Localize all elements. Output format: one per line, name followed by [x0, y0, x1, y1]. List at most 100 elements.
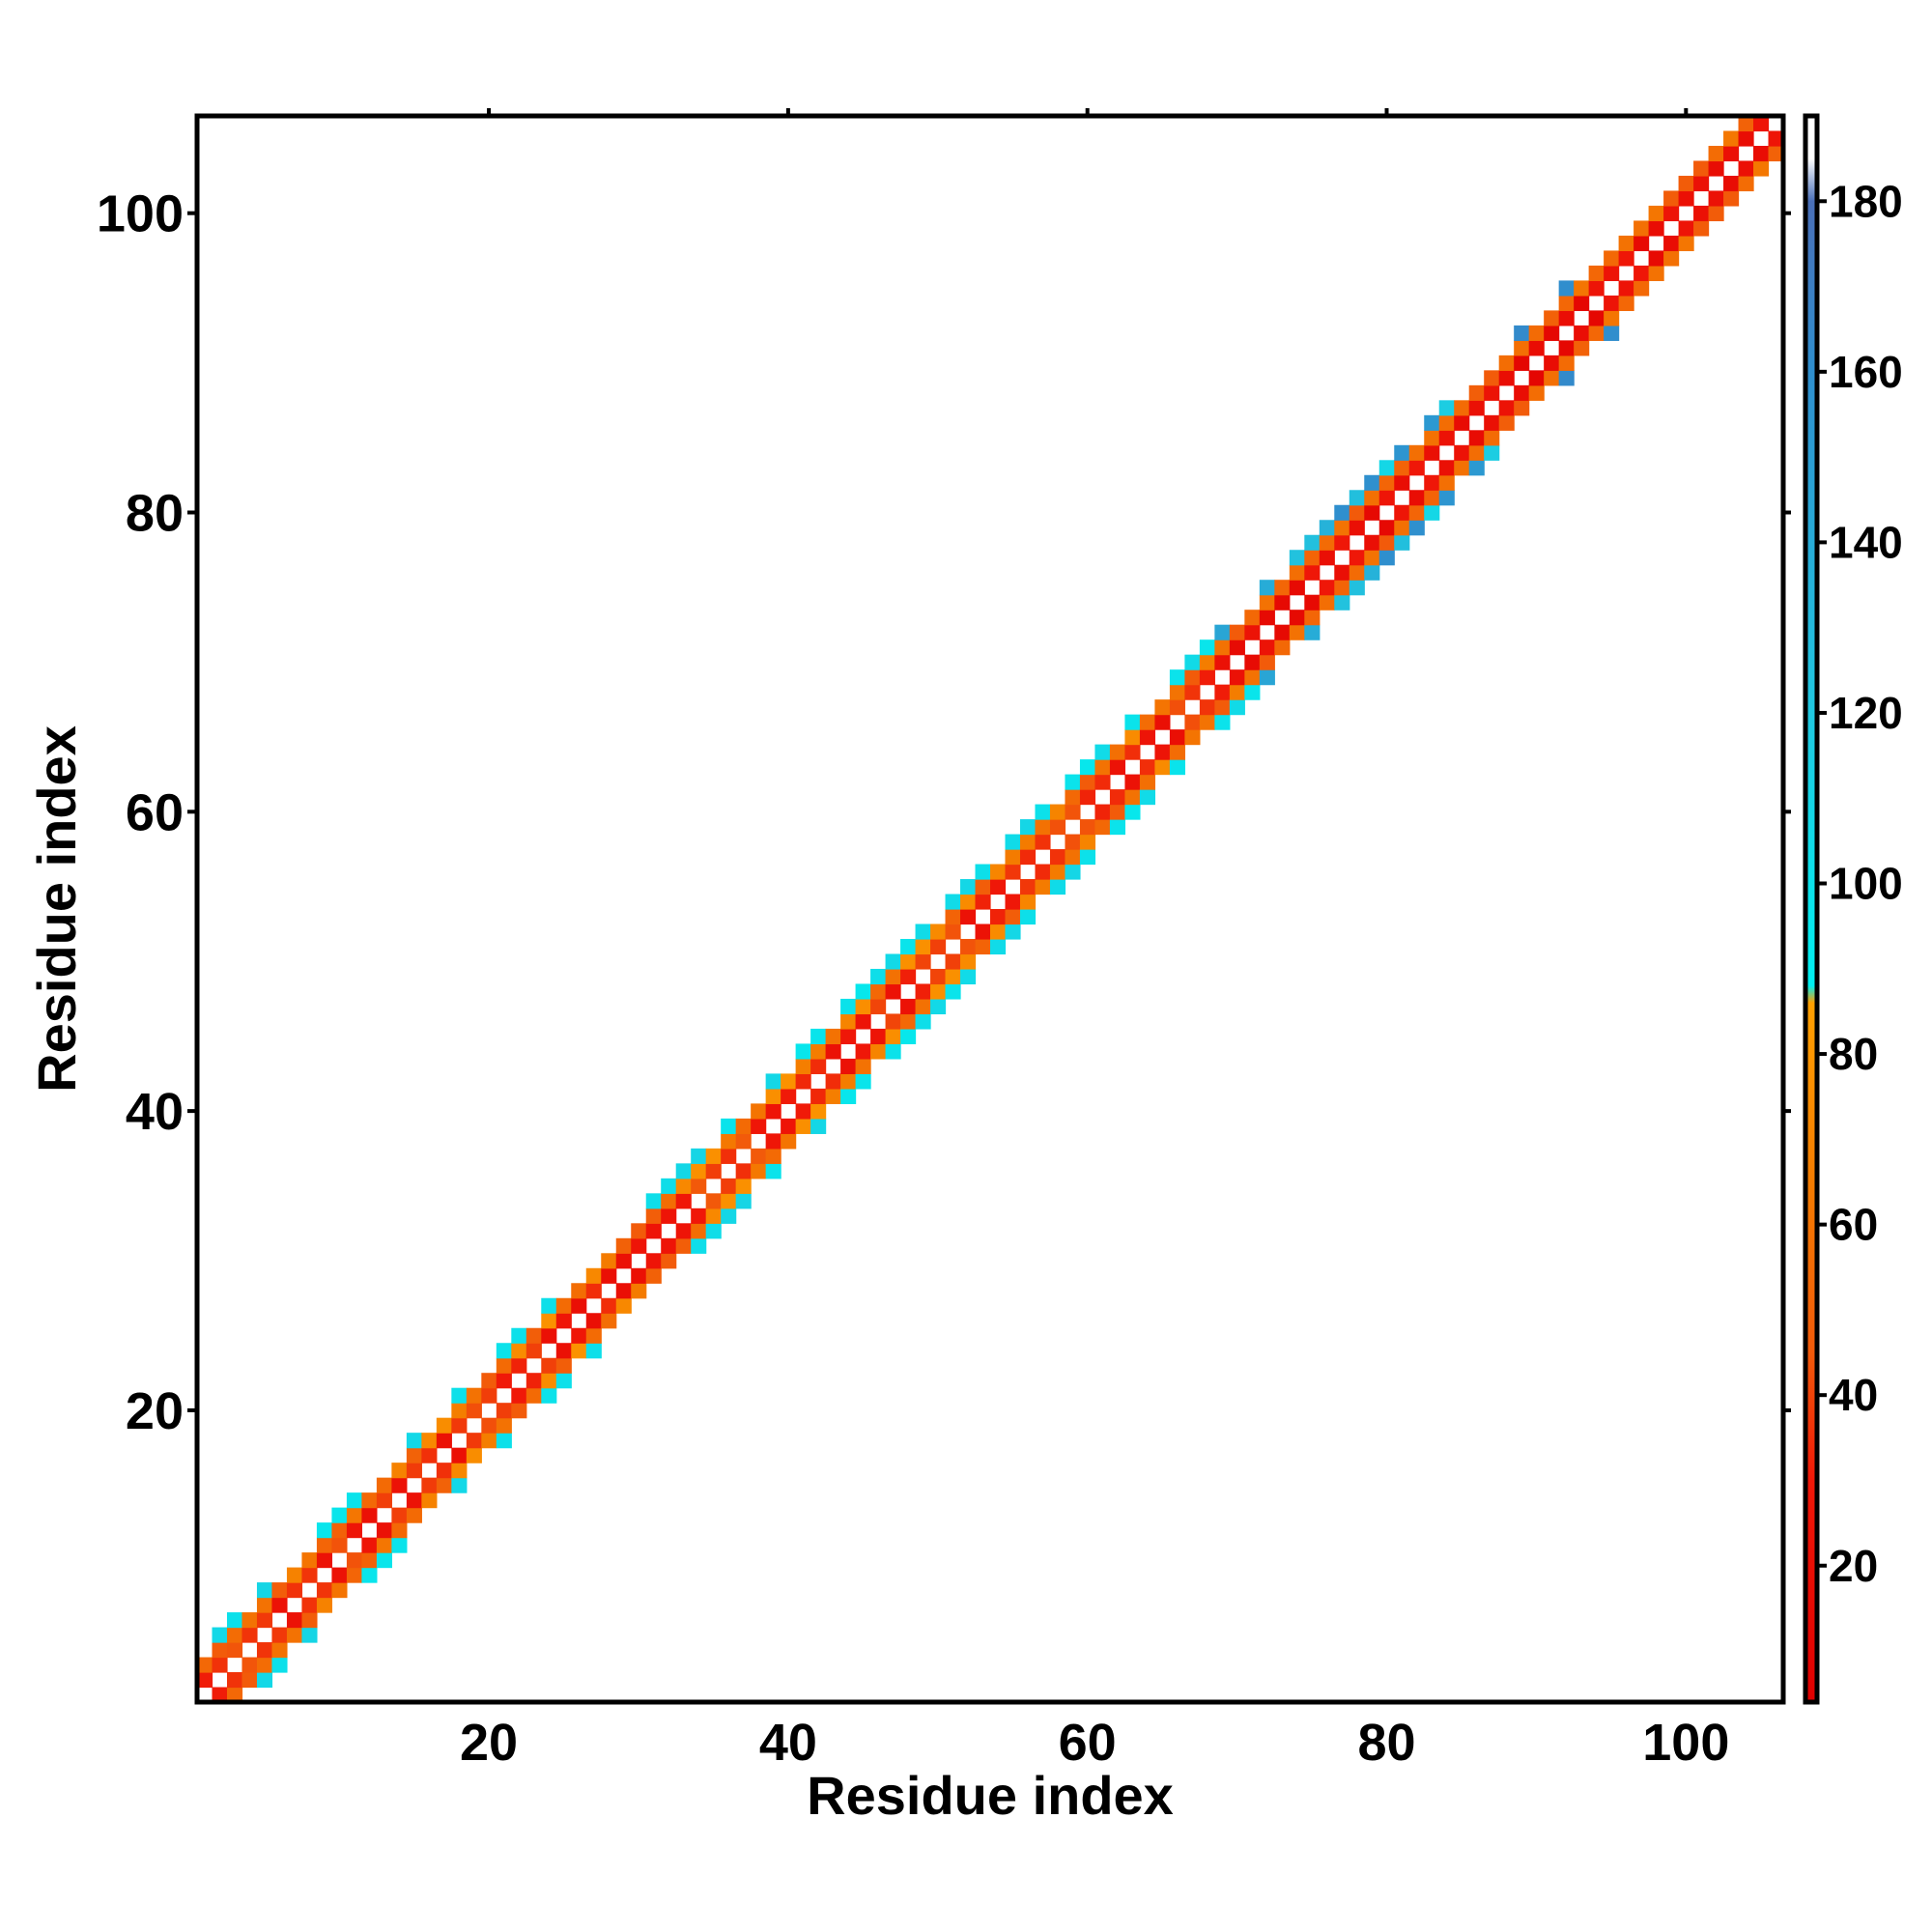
heatmap-cell [1364, 550, 1380, 566]
heatmap-cell [810, 1103, 827, 1120]
heatmap-cell [1109, 744, 1126, 760]
heatmap-cell [1079, 774, 1096, 790]
heatmap-cell [1154, 744, 1171, 760]
heatmap-cell [1454, 460, 1470, 476]
heatmap-cell [1514, 384, 1530, 401]
plot-frame [194, 113, 1786, 1705]
heatmap-cell [1349, 490, 1365, 506]
heatmap-cell [751, 1118, 767, 1134]
heatmap-cell [781, 1118, 797, 1134]
heatmap-cell [376, 1522, 392, 1539]
heatmap-cell [1259, 669, 1275, 686]
heatmap-cell [705, 1163, 722, 1179]
heatmap-cell [1169, 699, 1185, 716]
heatmap-cell [1049, 864, 1066, 880]
heatmap-cell [795, 1043, 811, 1060]
heatmap-cell [1319, 534, 1335, 551]
heatmap-cell [631, 1267, 647, 1284]
heatmap-cell [1408, 520, 1425, 536]
heatmap-cell [975, 938, 991, 955]
heatmap-cell [481, 1387, 497, 1404]
heatmap-cell [1124, 789, 1141, 806]
heatmap-cell [301, 1567, 318, 1583]
heatmap-cell [705, 1148, 722, 1164]
heatmap-cell [1349, 504, 1365, 521]
heatmap-cell [1035, 879, 1051, 895]
heatmap-cell [1708, 190, 1724, 207]
heatmap-cell [571, 1297, 587, 1314]
heatmap-cell [1558, 370, 1575, 386]
heatmap-cell [1738, 160, 1754, 177]
heatmap-cell [900, 938, 917, 955]
heatmap-cell [1394, 534, 1410, 551]
heatmap-cell [301, 1552, 318, 1569]
heatmap-cell [256, 1597, 273, 1613]
heatmap-cell [1468, 430, 1485, 446]
heatmap-cell [945, 909, 961, 925]
heatmap-cell [1319, 594, 1335, 611]
heatmap-cell [1498, 370, 1515, 386]
heatmap-cell [1528, 325, 1545, 341]
heatmap-cell [960, 879, 977, 895]
heatmap-cell [511, 1327, 527, 1344]
heatmap-cell [915, 938, 931, 955]
heatmap-cell [915, 923, 931, 940]
heatmap-cell [1394, 504, 1410, 521]
heatmap-cell [1019, 834, 1037, 850]
heatmap-cell [1199, 699, 1215, 716]
heatmap-cell [735, 1178, 752, 1194]
heatmap-cell [1154, 714, 1171, 730]
heatmap-cell [1618, 295, 1634, 311]
heatmap-cell [1424, 444, 1440, 461]
heatmap-cell [1484, 384, 1500, 401]
heatmap-cell [960, 968, 977, 985]
heatmap-cell [451, 1387, 468, 1404]
heatmap-cell [1364, 534, 1380, 551]
heatmap-cell [256, 1672, 273, 1689]
heatmap-cell [1558, 310, 1575, 327]
colorbar-frame [1803, 113, 1820, 1705]
heatmap-cell [1574, 280, 1590, 297]
heatmap-cell [1124, 744, 1141, 760]
heatmap-cell [1065, 864, 1081, 880]
heatmap-cell [1693, 175, 1710, 192]
heatmap-cell [751, 1163, 767, 1179]
heatmap-cell [840, 1013, 857, 1030]
heatmap-cell [691, 1163, 707, 1179]
heatmap-cell [735, 1163, 752, 1179]
heatmap-cell [885, 968, 901, 985]
heatmap-cell [1663, 235, 1680, 252]
heatmap-cell [795, 1073, 811, 1090]
heatmap-cell [361, 1507, 378, 1523]
heatmap-cell [1094, 759, 1111, 776]
heatmap-cell [1304, 624, 1321, 640]
heatmap-cell [1723, 145, 1740, 162]
heatmap-cell [421, 1477, 438, 1493]
heatmap-cell [346, 1522, 362, 1539]
heatmap-cell [1528, 384, 1545, 401]
heatmap-cell [705, 1193, 722, 1209]
heatmap-cell [331, 1507, 348, 1523]
heatmap-cell [212, 1642, 228, 1659]
heatmap-cell [406, 1447, 422, 1463]
heatmap-cell [1424, 490, 1440, 506]
heatmap-cell [1604, 295, 1620, 311]
heatmap-cell [900, 1013, 917, 1030]
heatmap-cell [1498, 355, 1515, 371]
heatmap-cell [1648, 265, 1664, 281]
heatmap-cell [346, 1492, 362, 1509]
heatmap-cell [526, 1343, 542, 1359]
heatmap-cell [212, 1627, 228, 1643]
heatmap-cell [661, 1237, 677, 1254]
heatmap-cell [1094, 804, 1111, 820]
x-tick-label: 40 [759, 1714, 817, 1772]
y-axis-ticks: 20 40 60 80 100 [97, 185, 1791, 1440]
heatmap-cell [675, 1193, 692, 1209]
heatmap-cell [242, 1627, 258, 1643]
heatmap-cell [825, 1088, 841, 1104]
heatmap-cell [615, 1253, 632, 1269]
heatmap-cell [1094, 774, 1111, 790]
heatmap-cell [1304, 610, 1321, 626]
heatmap-cell [466, 1447, 482, 1463]
heatmap-cell [721, 1133, 737, 1150]
